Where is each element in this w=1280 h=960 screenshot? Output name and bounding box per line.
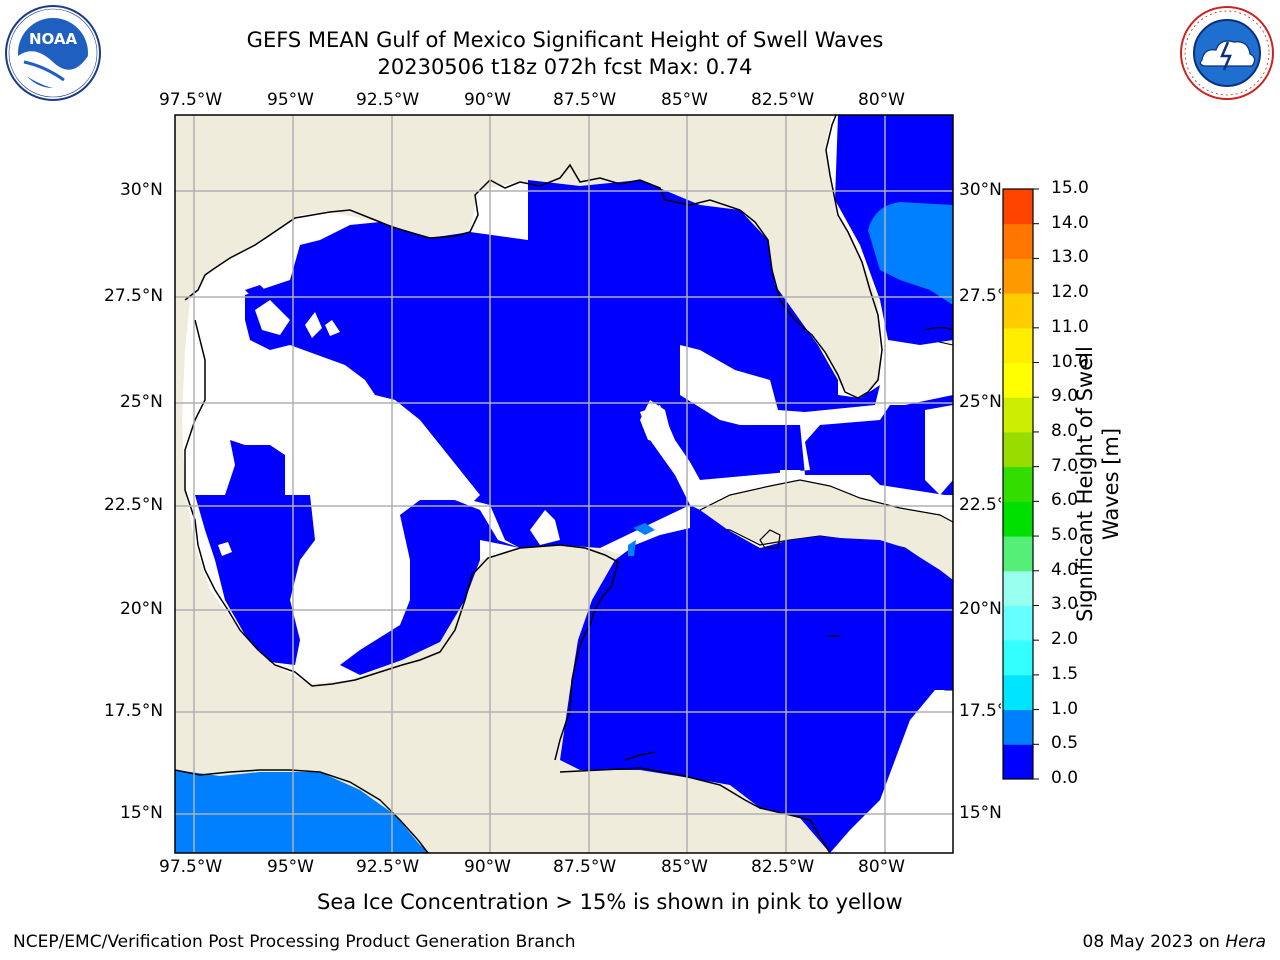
lon-label-bottom: 97.5°W <box>159 857 223 877</box>
colorbar-swatch <box>1003 397 1033 433</box>
lon-label-bottom: 92.5°W <box>356 857 420 877</box>
lon-label-bottom: 82.5°W <box>751 857 815 877</box>
swell-field-low <box>245 115 953 853</box>
colorbar-swatch <box>1003 605 1033 641</box>
coastline <box>184 115 883 399</box>
colorbar-swatch <box>1003 570 1033 606</box>
colorbar-tick-label: 10.0 <box>1051 351 1089 372</box>
lat-label: 17.5°N <box>104 701 164 721</box>
colorbar-swatch <box>1003 293 1033 329</box>
svg-text:NOAA: NOAA <box>29 30 78 48</box>
lon-label-bottom: 90°W <box>464 857 511 877</box>
colorbar-tick-label: 1.5 <box>1051 663 1079 684</box>
colorbar-tick-label: 2.0 <box>1051 629 1079 650</box>
lat-label-right: 15°N <box>959 803 1002 823</box>
lat-label-right: 20°N <box>959 599 1002 619</box>
footer-date: 08 May 2023 on <box>1082 932 1226 952</box>
lat-label-right: 30°N <box>959 180 1002 200</box>
colorbar-tick-label: 8.0 <box>1051 420 1079 441</box>
colorbar-tick-label: 4.0 <box>1051 559 1079 580</box>
lat-label: 15°N <box>120 803 163 823</box>
lon-label-bottom: 80°W <box>858 857 905 877</box>
lat-label-right: 25°N <box>959 392 1002 412</box>
colorbar-tick-label: 5.0 <box>1051 525 1079 546</box>
lon-label-bottom: 85°W <box>661 857 708 877</box>
lat-label-right: 17.5°N <box>959 701 1001 721</box>
lon-label: 85°W <box>661 90 708 110</box>
lat-label-right: 22.5°N <box>959 495 1001 515</box>
lon-label: 90°W <box>464 90 511 110</box>
colorbar-swatch <box>1003 501 1033 537</box>
colorbar-tick-label: 15.0 <box>1051 178 1089 198</box>
lat-label: 30°N <box>120 180 163 200</box>
colorbar-swatch <box>1003 536 1033 572</box>
lon-label: 92.5°W <box>356 90 420 110</box>
swell-field-mid <box>868 202 953 305</box>
colorbar-tick-label: 13.0 <box>1051 247 1089 268</box>
lon-label: 97.5°W <box>159 90 223 110</box>
lat-label: 20°N <box>120 599 163 619</box>
chart-subtitle: 20230506 t18z 072h fcst Max: 0.74 <box>377 55 753 79</box>
colorbar-tick-label: 0.5 <box>1051 733 1079 754</box>
colorbar-label: Significant Height of Swell Waves [m] <box>1073 346 1123 622</box>
colorbar-swatch <box>1003 362 1033 398</box>
colorbar-tick-label: 7.0 <box>1051 455 1079 476</box>
colorbar-tick-label: 6.0 <box>1051 490 1079 511</box>
lat-label: 25°N <box>120 392 163 412</box>
colorbar-swatch <box>1003 327 1033 364</box>
colorbar-swatch <box>1003 640 1033 676</box>
lat-label: 27.5°N <box>104 286 164 306</box>
lon-label: 95°W <box>267 90 314 110</box>
colorbar-tick-label: 1.0 <box>1051 698 1079 719</box>
colorbar-tick-label: 3.0 <box>1051 594 1079 615</box>
footer-left: NCEP/EMC/Verification Post Processing Pr… <box>13 932 576 952</box>
colorbar-swatch <box>1003 258 1033 294</box>
colorbar-swatch <box>1003 709 1033 745</box>
lon-label-bottom: 87.5°W <box>553 857 617 877</box>
colorbar <box>1003 188 1039 780</box>
lat-label-right: 27.5°N <box>959 286 1001 306</box>
lon-label: 82.5°W <box>751 90 815 110</box>
colorbar-swatch <box>1003 674 1033 711</box>
footer-right: 08 May 2023 on Hera <box>1083 932 1267 952</box>
footer-host: Hera <box>1225 932 1266 952</box>
colorbar-tick-label: 0.0 <box>1051 768 1079 788</box>
colorbar-swatch <box>1003 223 1033 259</box>
lon-label-bottom: 95°W <box>267 857 314 877</box>
graticule <box>175 115 953 853</box>
colorbar-swatch <box>1003 744 1033 780</box>
colorbar-tick-label: 11.0 <box>1051 316 1089 337</box>
colorbar-swatch <box>1003 466 1033 502</box>
colorbar-swatch <box>1003 189 1033 225</box>
chart-title: GEFS MEAN Gulf of Mexico Significant Hei… <box>246 28 884 52</box>
noaa-logo: NOAA <box>5 5 101 101</box>
nws-logo <box>1180 6 1274 100</box>
caption: Sea Ice Concentration > 15% is shown in … <box>317 890 903 914</box>
lat-label: 22.5°N <box>104 495 164 515</box>
colorbar-swatch <box>1003 431 1033 468</box>
colorbar-tick-label: 12.0 <box>1051 282 1089 303</box>
map-frame <box>174 114 954 854</box>
colorbar-tick-label: 9.0 <box>1051 386 1079 407</box>
lon-label: 80°W <box>858 90 905 110</box>
lon-label: 87.5°W <box>553 90 617 110</box>
colorbar-tick-label: 14.0 <box>1051 212 1089 233</box>
